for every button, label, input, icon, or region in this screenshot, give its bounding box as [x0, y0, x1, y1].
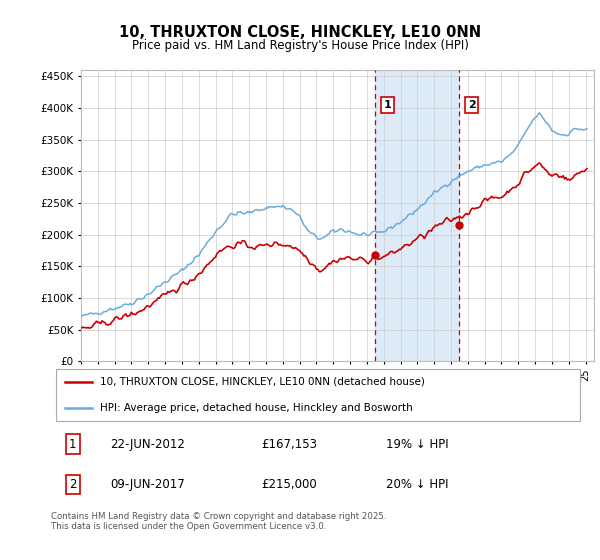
Text: 20% ↓ HPI: 20% ↓ HPI	[386, 478, 448, 491]
Text: 19% ↓ HPI: 19% ↓ HPI	[386, 437, 448, 451]
Text: 1: 1	[69, 437, 76, 451]
FancyBboxPatch shape	[56, 369, 580, 421]
Text: 22-JUN-2012: 22-JUN-2012	[110, 437, 185, 451]
Text: Contains HM Land Registry data © Crown copyright and database right 2025.
This d: Contains HM Land Registry data © Crown c…	[51, 512, 386, 531]
Text: 10, THRUXTON CLOSE, HINCKLEY, LE10 0NN: 10, THRUXTON CLOSE, HINCKLEY, LE10 0NN	[119, 25, 481, 40]
Bar	[376, 70, 460, 361]
Text: 2: 2	[468, 100, 476, 110]
Text: 1: 1	[384, 100, 392, 110]
Text: HPI: Average price, detached house, Hinckley and Bosworth: HPI: Average price, detached house, Hinc…	[100, 403, 412, 413]
Text: £215,000: £215,000	[262, 478, 317, 491]
Text: Price paid vs. HM Land Registry's House Price Index (HPI): Price paid vs. HM Land Registry's House …	[131, 39, 469, 52]
Text: 10, THRUXTON CLOSE, HINCKLEY, LE10 0NN (detached house): 10, THRUXTON CLOSE, HINCKLEY, LE10 0NN (…	[100, 377, 424, 387]
Text: 2: 2	[69, 478, 76, 491]
Text: £167,153: £167,153	[262, 437, 317, 451]
Text: 09-JUN-2017: 09-JUN-2017	[110, 478, 185, 491]
